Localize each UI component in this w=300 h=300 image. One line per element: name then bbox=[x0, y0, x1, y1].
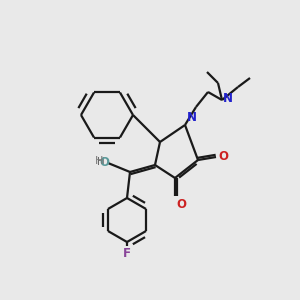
Text: O: O bbox=[176, 198, 186, 211]
Text: O: O bbox=[218, 151, 228, 164]
Text: N: N bbox=[223, 92, 233, 106]
Text: H: H bbox=[97, 157, 105, 167]
Text: F: F bbox=[123, 247, 131, 260]
Text: N: N bbox=[187, 111, 197, 124]
Text: H: H bbox=[94, 156, 103, 166]
Text: O: O bbox=[99, 157, 109, 169]
